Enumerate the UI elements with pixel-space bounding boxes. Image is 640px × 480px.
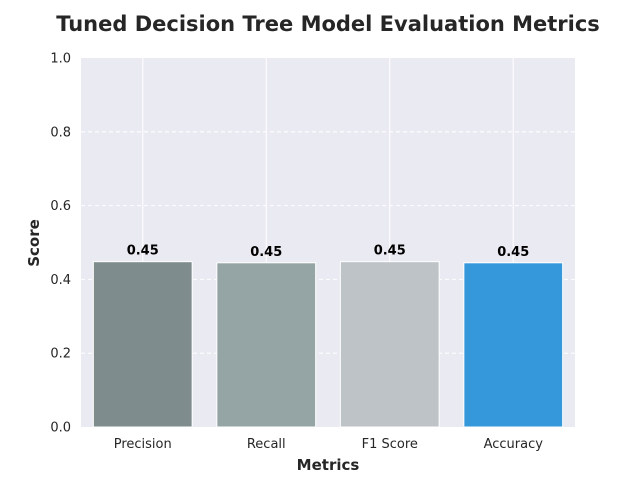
x-tick-label: Recall — [247, 437, 286, 452]
chart-title: Tuned Decision Tree Model Evaluation Met… — [56, 12, 600, 36]
bar-accuracy — [463, 262, 564, 428]
x-tick-label: F1 Score — [362, 437, 418, 452]
y-tick-label: 1.0 — [50, 52, 71, 67]
y-tick-label: 0.0 — [50, 421, 71, 436]
x-axis-ticks: Precision Recall F1 Score Accuracy — [114, 437, 543, 452]
bar-f1-score — [339, 261, 440, 428]
y-axis-ticks: 0.0 0.2 0.4 0.6 0.8 1.0 — [50, 52, 71, 436]
bar-precision — [92, 261, 193, 428]
bar-value-label: 0.45 — [374, 244, 406, 259]
y-tick-label: 0.2 — [50, 347, 71, 362]
bars — [92, 261, 564, 428]
bar-value-label: 0.45 — [127, 244, 159, 259]
bar-value-label: 0.45 — [250, 245, 282, 260]
y-axis-label: Score — [25, 219, 43, 267]
x-tick-label: Precision — [114, 437, 172, 452]
y-tick-label: 0.8 — [50, 125, 71, 140]
bar-recall — [216, 262, 317, 428]
bar-value-label: 0.45 — [497, 245, 529, 260]
x-axis-label: Metrics — [297, 456, 360, 474]
x-tick-label: Accuracy — [484, 437, 544, 452]
value-labels: 0.45 0.45 0.45 0.45 — [127, 244, 530, 260]
y-tick-label: 0.4 — [50, 273, 71, 288]
y-tick-label: 0.6 — [50, 199, 71, 214]
